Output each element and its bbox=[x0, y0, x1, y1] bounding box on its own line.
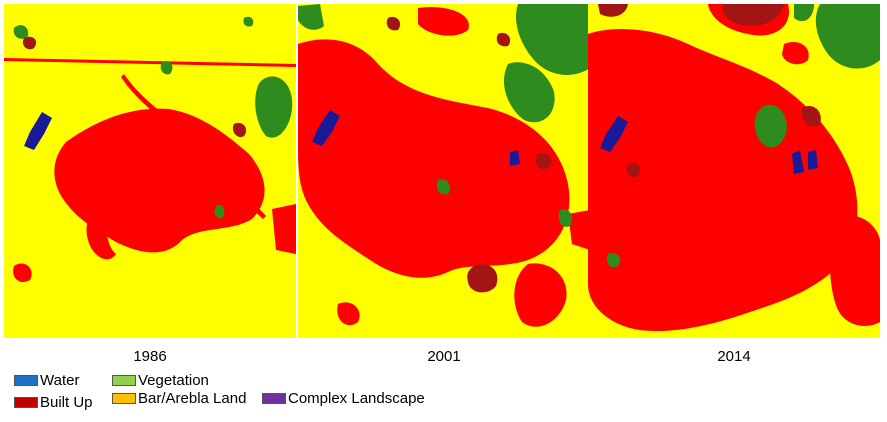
legend-item-bare-land: Bar/Arebla Land bbox=[112, 390, 246, 407]
legend-swatch-vegetation bbox=[112, 375, 136, 386]
legend-item-water: Water bbox=[14, 372, 79, 389]
vegetation-patches bbox=[13, 16, 293, 219]
legend-label-vegetation: Vegetation bbox=[138, 372, 209, 389]
built-up-areas bbox=[298, 7, 590, 327]
map-panel-2001 bbox=[298, 4, 590, 338]
year-label-1986: 1986 bbox=[133, 348, 167, 365]
map-panel-2014 bbox=[588, 4, 880, 338]
water-body bbox=[312, 110, 520, 166]
water-body bbox=[24, 112, 52, 150]
dense-built-patches bbox=[598, 4, 821, 178]
built-up-areas bbox=[588, 4, 880, 332]
legend-label-complex-landscape: Complex Landscape bbox=[288, 390, 425, 407]
built-up-areas bbox=[4, 58, 296, 283]
legend-label-built-up: Built Up bbox=[40, 394, 93, 411]
landcover-map-1986 bbox=[4, 4, 296, 338]
legend-swatch-built-up bbox=[14, 397, 38, 408]
dense-built-patches bbox=[22, 36, 247, 138]
legend-item-built-up: Built Up bbox=[14, 394, 93, 411]
dense-built-patches bbox=[386, 16, 552, 293]
legend-item-vegetation: Vegetation bbox=[112, 372, 209, 389]
map-panel-1986 bbox=[4, 4, 296, 338]
vegetation-patches bbox=[606, 4, 880, 268]
landcover-map-2014 bbox=[588, 4, 880, 338]
legend-swatch-water bbox=[14, 375, 38, 386]
vegetation-patches bbox=[298, 4, 590, 227]
legend-swatch-bare-land bbox=[112, 393, 136, 404]
legend-label-bare-land: Bar/Arebla Land bbox=[138, 390, 247, 407]
year-label-2014: 2014 bbox=[717, 348, 751, 365]
legend-label-water: Water bbox=[40, 372, 80, 389]
water-body bbox=[600, 116, 818, 174]
legend-item-complex-landscape: Complex Landscape bbox=[262, 390, 425, 407]
landcover-map-2001 bbox=[298, 4, 590, 338]
year-label-2001: 2001 bbox=[427, 348, 461, 365]
legend-swatch-complex-landscape bbox=[262, 393, 286, 404]
